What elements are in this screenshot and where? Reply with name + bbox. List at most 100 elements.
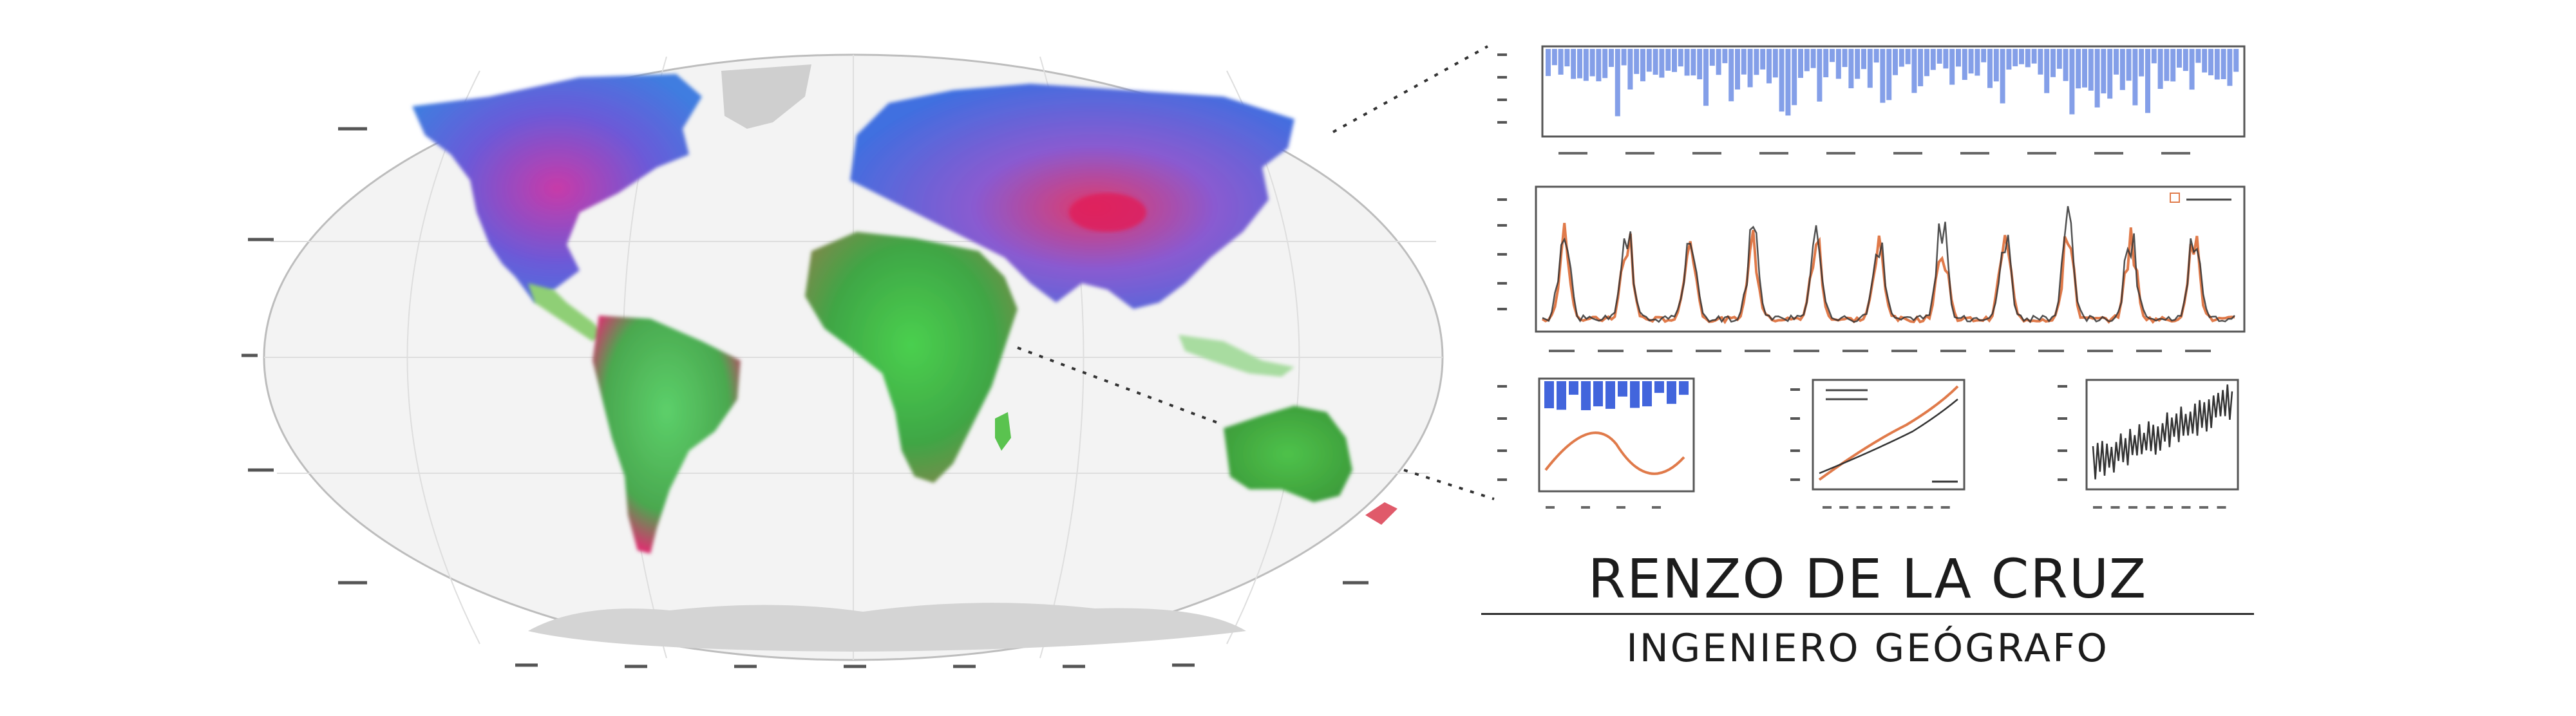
bar: [1848, 49, 1854, 89]
bar: [1810, 49, 1816, 68]
bar: [1667, 381, 1676, 404]
bar: [1785, 49, 1791, 116]
legend-box: [2170, 193, 2231, 203]
bar: [1546, 49, 1551, 77]
bar: [1747, 49, 1753, 88]
antarctica-shape: [528, 603, 1246, 652]
bar: [1886, 49, 1892, 100]
y-axis-ticks: [2058, 385, 2067, 481]
bar: [1949, 49, 1955, 85]
bar: [1703, 49, 1709, 106]
line-series-black: [1542, 205, 2235, 323]
bar: [2227, 49, 2233, 86]
bar: [1630, 381, 1640, 408]
bar: [1855, 49, 1861, 79]
world-map: [242, 53, 1444, 668]
bar: [1842, 49, 1848, 68]
bar: [2195, 49, 2201, 63]
bar: [2114, 49, 2119, 75]
bar: [2038, 49, 2043, 75]
bar: [2069, 49, 2075, 115]
bar: [1593, 381, 1603, 407]
bar: [1654, 381, 1664, 393]
tibet-hotspot: [1069, 193, 1146, 232]
y-axis-ticks: [1497, 53, 1507, 124]
bar: [1609, 49, 1614, 67]
name-divider: [1481, 613, 2254, 615]
bar: [1981, 49, 1987, 62]
bar: [1911, 49, 1917, 93]
bar: [1557, 381, 1566, 410]
bar: [1596, 49, 1602, 82]
bar: [1798, 49, 1803, 78]
bar: [2006, 49, 2012, 70]
bar: [2170, 49, 2176, 82]
bar: [1679, 381, 1689, 395]
bar: [2101, 49, 2107, 94]
bar: [2177, 49, 2182, 68]
bar: [2031, 49, 2037, 64]
map-lon-ticks: [515, 663, 1195, 668]
bar: [1621, 49, 1627, 66]
bar: [1880, 49, 1886, 103]
person-name: RENZO DE LA CRUZ: [1587, 547, 2148, 610]
y-axis-ticks: [1790, 388, 1800, 481]
bar: [1873, 49, 1879, 63]
bar: [1672, 49, 1677, 72]
bar: [2012, 49, 2018, 66]
bar: [1962, 49, 1967, 80]
africa-shape: [805, 232, 1018, 483]
bar: [1618, 381, 1627, 397]
panel-cumulative-line: [1790, 379, 1965, 491]
bar: [1754, 49, 1759, 75]
bar: [1835, 49, 1841, 79]
connector-lines: [1017, 45, 1495, 500]
bar: [2208, 49, 2213, 75]
bar: [2151, 49, 2157, 64]
bar: [1551, 49, 1557, 66]
bar: [2189, 49, 2195, 90]
bar: [1569, 381, 1578, 395]
panel-bar-timeseries: [1497, 45, 2246, 155]
bar: [1956, 49, 1961, 67]
greenland-shape: [721, 64, 811, 129]
bar: [2145, 49, 2150, 113]
bar: [2094, 49, 2100, 108]
bar: [1741, 49, 1747, 75]
bar: [1918, 49, 1924, 86]
cumulative-black: [1819, 399, 1958, 475]
bar: [2063, 49, 2069, 81]
bar: [2025, 49, 2031, 68]
bar: [1930, 49, 1936, 70]
bar: [1690, 49, 1696, 76]
bar: [1728, 49, 1734, 102]
bar: [2076, 49, 2081, 89]
bar: [2221, 49, 2226, 79]
bar: [1653, 49, 1658, 75]
bar: [2164, 49, 2170, 81]
bar: [2044, 49, 2050, 93]
australia-shape: [1224, 406, 1352, 502]
bar: [1634, 49, 1640, 74]
legend-box: [1826, 389, 1868, 400]
bar: [2214, 49, 2220, 80]
bar: [1564, 49, 1570, 67]
central-america-shape: [528, 283, 605, 341]
bar: [1571, 49, 1577, 79]
bar: [1709, 49, 1715, 66]
indonesia-shape: [1179, 335, 1294, 377]
bar: [1924, 49, 1929, 77]
bar: [1975, 49, 1980, 76]
bar: [1684, 49, 1690, 76]
bar: [1937, 49, 1942, 64]
bar: [2119, 49, 2125, 90]
bar: [2183, 49, 2188, 71]
cumulative-orange: [1818, 385, 1959, 481]
bar-series: [1544, 381, 1689, 411]
bar: [1581, 381, 1591, 411]
bar: [1772, 49, 1778, 78]
panel-line-timeseries: [1497, 185, 2246, 352]
bar: [1665, 49, 1671, 71]
eurasia-shape: [850, 84, 1294, 309]
